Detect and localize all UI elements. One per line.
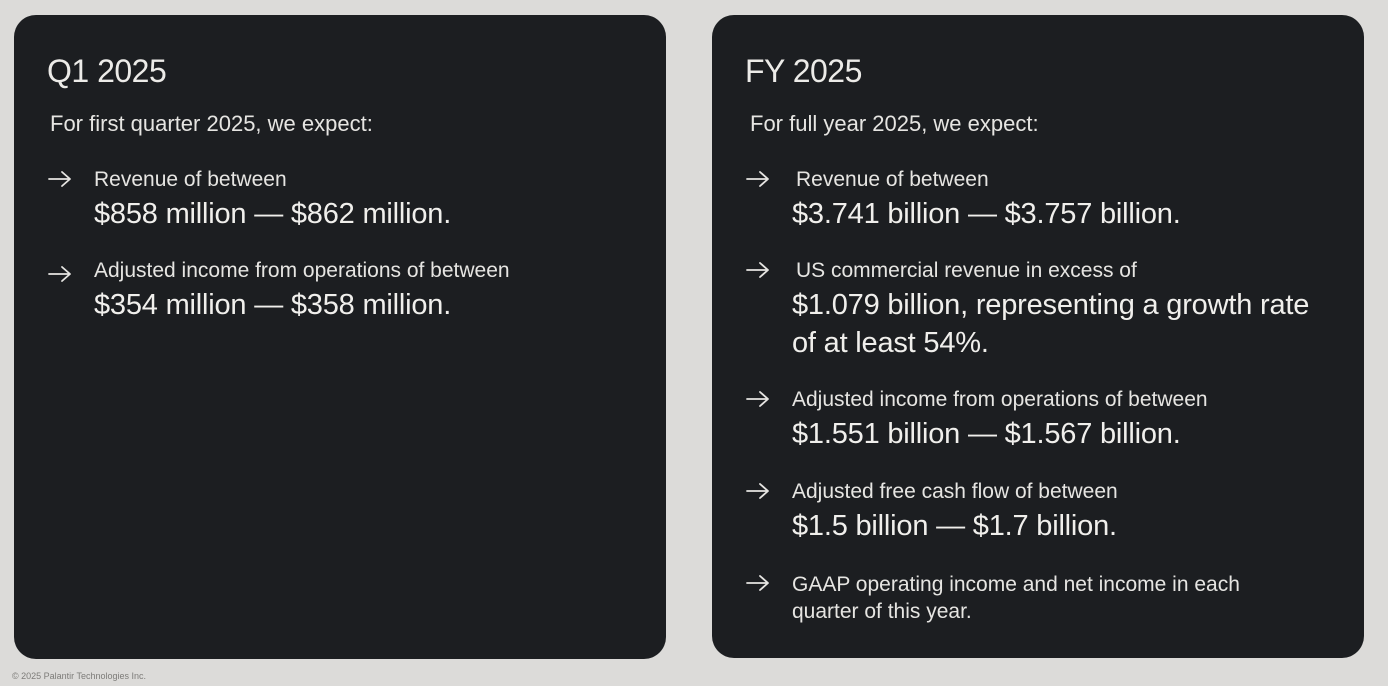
arrow-right-icon <box>745 389 771 409</box>
arrow-right-icon <box>745 260 771 280</box>
copyright-footer: © 2025 Palantir Technologies Inc. <box>12 671 147 681</box>
arrow-right-icon <box>47 169 73 189</box>
fy-item-value: $1.079 billion, representing a growth ra… <box>792 289 1310 359</box>
arrow-right-icon <box>745 481 771 501</box>
fy-item-value: $1.5 billion — $1.7 billion. <box>792 510 1117 542</box>
fy-title: FY 2025 <box>745 53 862 89</box>
fy-item-label: Revenue of between <box>796 168 989 191</box>
fy-intro: For full year 2025, we expect: <box>750 111 1039 136</box>
fy-item-value: $1.551 billion — $1.567 billion. <box>792 418 1181 450</box>
q1-item-value: $354 million — $358 million. <box>94 289 452 321</box>
arrow-right-icon <box>745 573 771 593</box>
q1-intro: For first quarter 2025, we expect: <box>50 111 373 136</box>
q1-title: Q1 2025 <box>47 53 167 89</box>
arrow-right-icon <box>745 169 771 189</box>
fy-item-label: US commercial revenue in excess of <box>796 259 1137 282</box>
fy-item-label: Adjusted free cash flow of between <box>792 480 1118 503</box>
fy-guidance-card: FY 2025 For full year 2025, we expect: R… <box>712 15 1364 658</box>
fy-item-label: Adjusted income from operations of betwe… <box>792 388 1208 411</box>
fy-item-text: GAAP operating income and net income in … <box>792 573 1240 623</box>
q1-item-value: $858 million — $862 million. <box>94 198 452 230</box>
q1-item-label: Adjusted income from operations of betwe… <box>94 259 510 282</box>
q1-guidance-card: Q1 2025 For first quarter 2025, we expec… <box>14 15 666 659</box>
arrow-right-icon <box>47 264 73 284</box>
q1-item-label: Revenue of between <box>94 168 287 191</box>
fy-item-value: $3.741 billion — $3.757 billion. <box>792 198 1181 230</box>
